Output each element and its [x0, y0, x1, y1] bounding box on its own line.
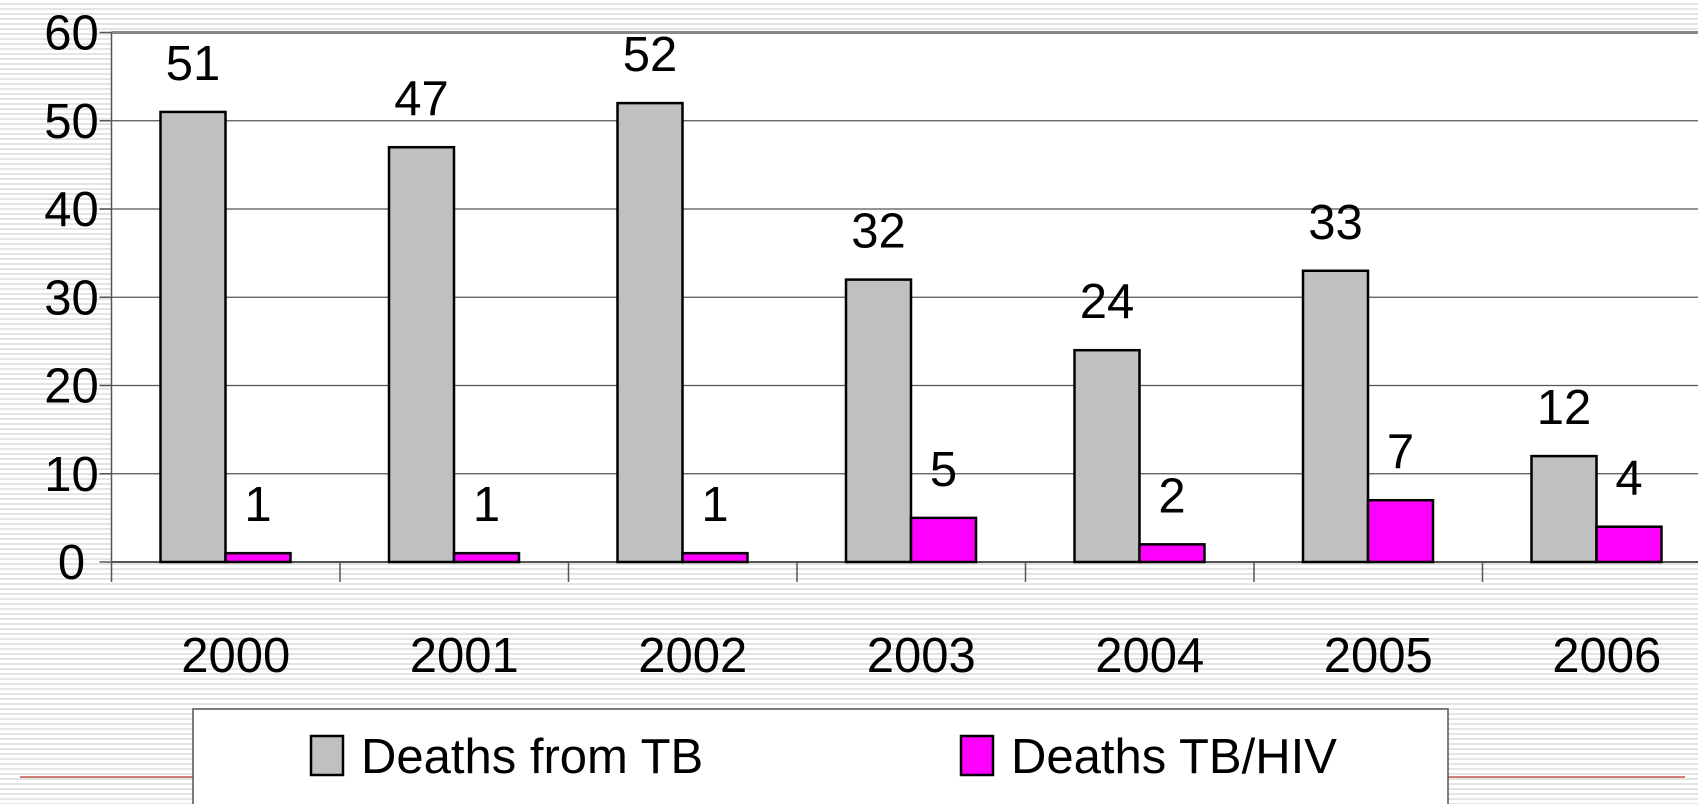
x-tick-label: 2003: [867, 629, 976, 683]
y-tick-label: 40: [44, 183, 99, 237]
data-label: 1: [473, 478, 500, 532]
data-label: 33: [1308, 196, 1363, 250]
data-label: 51: [166, 37, 221, 91]
data-label: 4: [1615, 452, 1642, 506]
bar: [616, 101, 684, 564]
data-label: 47: [394, 72, 449, 126]
x-tick-label: 2006: [1552, 629, 1661, 683]
data-label: 1: [244, 478, 271, 532]
bar: [1366, 498, 1435, 564]
x-tick-label: 2002: [638, 629, 747, 683]
x-tick-label: 2001: [410, 629, 519, 683]
data-label: 32: [851, 205, 906, 259]
legend-label: Deaths from TB: [361, 730, 703, 784]
y-tick-label: 60: [44, 7, 99, 61]
y-tick-label: 10: [44, 448, 99, 502]
bar: [1530, 454, 1598, 564]
x-tick-label: 2005: [1324, 629, 1433, 683]
bar: [387, 145, 456, 564]
legend-box: [192, 708, 1449, 804]
bar: [1138, 543, 1206, 564]
bar: [1073, 348, 1141, 564]
data-label: 2: [1158, 469, 1185, 523]
y-tick-label: 20: [44, 360, 99, 414]
data-label: 12: [1537, 381, 1592, 435]
x-tick-label: 2004: [1095, 629, 1204, 683]
bar: [452, 551, 521, 564]
bar: [224, 551, 292, 564]
y-tick-label: 30: [44, 271, 99, 325]
legend-label: Deaths TB/HIV: [1011, 730, 1337, 784]
legend-swatch: [309, 734, 345, 777]
x-tick-label: 2000: [181, 629, 290, 683]
bar: [844, 278, 913, 564]
data-label: 52: [623, 28, 678, 82]
y-tick-label: 0: [58, 536, 85, 590]
legend-swatch: [959, 734, 995, 777]
bar: [1595, 525, 1663, 564]
data-label: 1: [701, 478, 728, 532]
bar: [1301, 269, 1370, 564]
bar: [159, 110, 227, 564]
bar: [909, 516, 978, 564]
bar: [681, 551, 749, 564]
data-label: 7: [1387, 425, 1414, 479]
data-label: 5: [930, 443, 957, 497]
y-tick-label: 50: [44, 95, 99, 149]
data-label: 24: [1080, 275, 1135, 329]
